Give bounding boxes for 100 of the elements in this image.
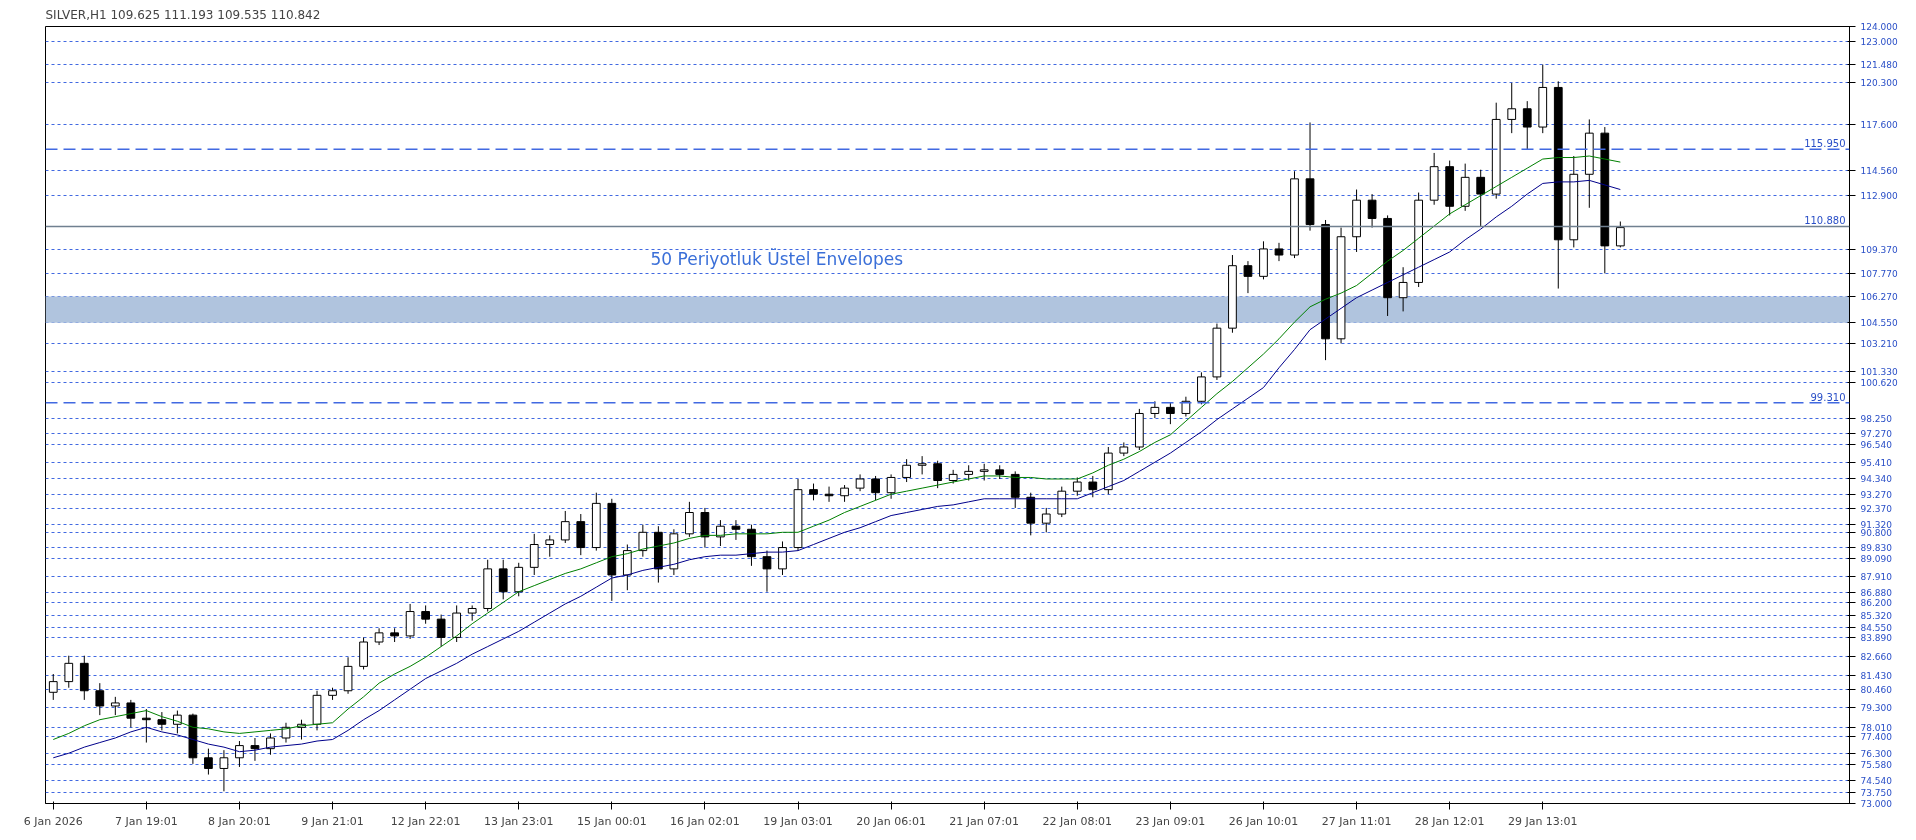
x-tick-label: 29 Jan 13:01	[1507, 814, 1578, 828]
y-tick-label: 107.770	[1860, 269, 1898, 280]
candlestick	[1041, 507, 1051, 533]
x-tick-label: 7 Jan 19:01	[115, 814, 178, 828]
ref-line-label: 110.880	[1804, 215, 1846, 227]
candlestick	[64, 655, 74, 689]
candlestick	[545, 534, 555, 558]
candlestick	[685, 501, 694, 538]
candlestick	[902, 458, 911, 483]
candlestick	[529, 533, 539, 576]
x-tick-label: 22 Jan 08:01	[1042, 814, 1113, 828]
y-tick-label: 89.830	[1860, 542, 1893, 553]
candlestick	[638, 524, 648, 558]
y-tick-label: 96.540	[1860, 440, 1893, 451]
y-tick-label: 95.410	[1860, 457, 1893, 468]
y-tick-label: 117.600	[1860, 119, 1898, 130]
x-tick-label: 12 Jan 22:01	[390, 814, 461, 828]
candlestick	[1507, 82, 1517, 134]
candlestick	[1166, 402, 1175, 425]
y-tick-label: 98.250	[1860, 414, 1893, 425]
candlestick	[48, 673, 58, 701]
candlestick	[436, 614, 446, 648]
y-tick-label: 100.620	[1860, 378, 1898, 389]
y-tick-label: 73.000	[1860, 799, 1893, 809]
x-tick-label: 9 Jan 21:01	[301, 814, 364, 828]
y-tick-label: 120.300	[1860, 78, 1898, 89]
x-tick-label: 8 Jan 20:01	[208, 814, 271, 828]
candlestick	[235, 740, 244, 768]
x-tick-label: 15 Jan 00:01	[577, 814, 647, 828]
candlestick	[1476, 169, 1486, 227]
y-tick-label: 109.370	[1860, 244, 1898, 255]
y-tick-label: 124.000	[1860, 22, 1898, 32]
candlestick	[1072, 476, 1082, 497]
y-tick-label: 76.300	[1860, 748, 1893, 759]
candlestick	[126, 699, 136, 728]
y-tick-label: 90.800	[1860, 527, 1893, 538]
y-tick-label: 87.910	[1860, 571, 1893, 582]
y-tick-label: 101.330	[1860, 367, 1898, 378]
y-tick-label: 85.320	[1860, 611, 1893, 622]
y-tick-label: 86.200	[1860, 597, 1893, 608]
y-tick-label: 89.090	[1860, 553, 1893, 564]
candlestick	[110, 696, 120, 716]
candlestick	[1367, 193, 1377, 229]
y-tick-label: 106.270	[1860, 292, 1898, 303]
y-tick-label: 92.370	[1860, 503, 1893, 514]
y-tick-label: 78.010	[1860, 722, 1893, 733]
candlestick	[716, 519, 725, 547]
candlestick	[1274, 242, 1284, 262]
candlestick	[250, 737, 260, 762]
y-tick-label: 75.580	[1860, 759, 1893, 770]
candlestick	[871, 475, 880, 501]
y-tick-label: 81.430	[1860, 670, 1893, 681]
candlestick	[421, 604, 431, 625]
candlestick	[778, 540, 787, 576]
x-tick-label: 26 Jan 10:01	[1228, 814, 1299, 828]
x-tick-label: 27 Jan 11:01	[1321, 814, 1392, 828]
ref-line-label: 115.950	[1804, 138, 1846, 150]
y-tick-label: 91.320	[1860, 519, 1893, 530]
x-tick-label: 23 Jan 09:01	[1135, 814, 1206, 828]
candlestick	[1615, 221, 1625, 248]
candlestick	[1243, 260, 1253, 294]
candlestick	[1398, 266, 1408, 312]
y-tick-label: 74.540	[1860, 775, 1893, 786]
candlestick	[95, 682, 105, 716]
candlestick	[1522, 100, 1532, 151]
x-tick-label: 21 Jan 07:01	[949, 814, 1020, 828]
y-tick-label: 97.270	[1860, 429, 1893, 440]
chart-title: SILVER,H1 109.625 111.193 109.535 110.842	[45, 7, 321, 22]
candlestick	[219, 749, 229, 792]
candlestick	[886, 473, 896, 500]
candlestick	[498, 559, 508, 600]
x-tick-label: 28 Jan 12:01	[1414, 814, 1485, 828]
y-tick-label: 93.270	[1860, 490, 1893, 501]
candlestick	[1181, 396, 1191, 418]
x-tick-label: 20 Jan 06:01	[856, 814, 926, 828]
x-tick-label: 13 Jan 23:01	[483, 814, 554, 828]
ref-line-label: 99.310	[1810, 391, 1846, 403]
y-tick-label: 80.460	[1860, 685, 1893, 696]
candlestick	[560, 510, 570, 544]
y-tick-label: 84.550	[1860, 623, 1893, 634]
y-tick-label: 86.880	[1860, 587, 1893, 598]
y-tick-label: 77.400	[1860, 731, 1893, 742]
y-tick-label: 123.000	[1860, 37, 1898, 48]
x-tick-label: 6 Jan 2026	[23, 814, 83, 828]
candlestick	[1088, 475, 1098, 498]
candlestick	[933, 460, 943, 489]
candlestick	[1057, 486, 1067, 518]
y-tick-label: 112.900	[1860, 191, 1898, 202]
candlestick	[731, 519, 741, 541]
y-tick-label: 114.560	[1860, 165, 1898, 176]
candlestick	[1150, 400, 1160, 419]
y-tick-label: 121.480	[1860, 60, 1898, 71]
candlestick	[204, 748, 213, 776]
y-tick-label: 79.300	[1860, 703, 1893, 714]
y-tick-label: 82.660	[1860, 651, 1893, 662]
x-tick-label: 19 Jan 03:01	[763, 814, 833, 828]
y-tick-label: 94.340	[1860, 473, 1893, 484]
candlestick	[1010, 470, 1020, 509]
x-tick-label: 16 Jan 02:01	[670, 814, 740, 828]
candlestick	[762, 550, 772, 593]
